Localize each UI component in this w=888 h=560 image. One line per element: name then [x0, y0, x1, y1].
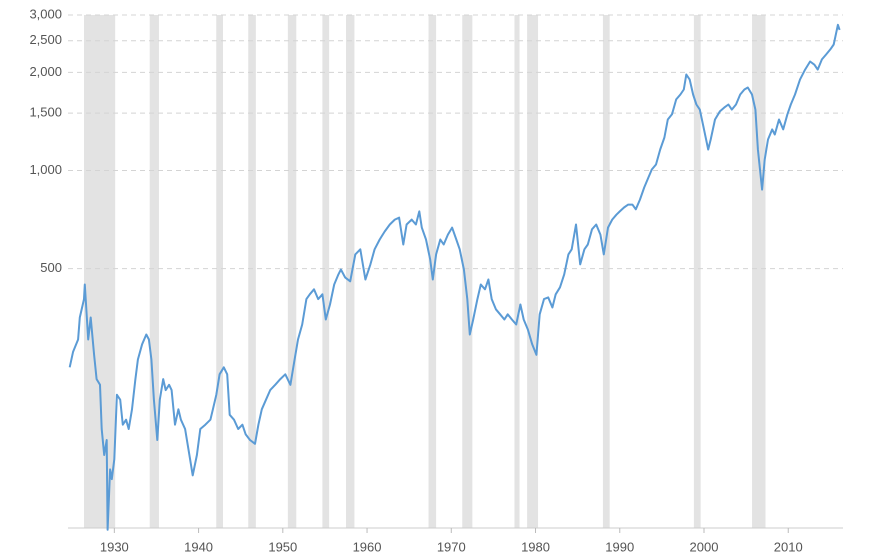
x-tick-label: 1940 — [184, 539, 213, 554]
y-tick-label: 500 — [40, 260, 62, 275]
recession-band — [527, 15, 539, 528]
recession-band — [514, 15, 520, 528]
y-tick-label: 2,500 — [29, 32, 62, 47]
line-series — [68, 23, 841, 531]
recession-band — [322, 15, 330, 528]
recession-band — [248, 15, 256, 528]
x-tick-label: 2000 — [690, 539, 719, 554]
recession-band — [462, 15, 473, 528]
recession-band — [693, 15, 701, 528]
y-tick-label: 1,000 — [29, 162, 62, 177]
recession-band — [287, 15, 297, 528]
recession-band — [345, 15, 355, 528]
y-tick-label: 3,000 — [29, 6, 62, 21]
x-tick-label: 1980 — [521, 539, 550, 554]
x-tick-label: 1930 — [100, 539, 129, 554]
x-tick-label: 1990 — [605, 539, 634, 554]
y-tick-label: 1,500 — [29, 105, 62, 120]
recession-band — [752, 15, 766, 528]
recession-band — [84, 15, 116, 528]
x-tick-label: 1960 — [353, 539, 382, 554]
recession-band — [602, 15, 610, 528]
x-tick-label: 1950 — [268, 539, 297, 554]
recession-band — [149, 15, 159, 528]
recession-band — [216, 15, 223, 528]
x-tick-label: 2010 — [774, 539, 803, 554]
y-tick-label: 2,000 — [29, 64, 62, 79]
x-tick-label: 1970 — [437, 539, 466, 554]
